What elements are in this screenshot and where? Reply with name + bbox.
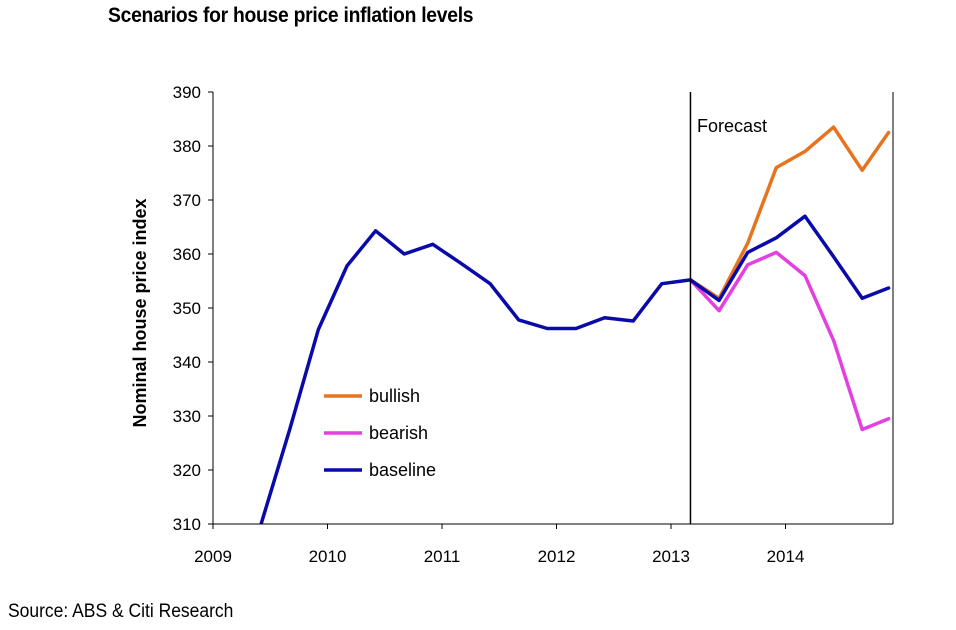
x-tick-label: 2011 (424, 547, 461, 566)
series-baseline-line (259, 214, 891, 524)
y-tick-label: 320 (173, 461, 201, 480)
y-tick-label: 370 (173, 191, 201, 210)
series-bullish-line (688, 125, 891, 301)
x-tick-label: 2010 (309, 547, 347, 566)
x-tick-label: 2014 (767, 547, 805, 566)
y-tick-label: 350 (173, 299, 201, 318)
y-tick-label: 390 (173, 83, 201, 102)
series-bearish-line (688, 250, 891, 432)
forecast-annotation: Forecast (697, 116, 767, 136)
axes: 310 320 330 340 350 360 370 380 390 2009 2010 2011 2… (173, 83, 894, 566)
legend-label-bullish: bullish (369, 386, 420, 406)
y-axis-label: Nominal house price index (130, 198, 150, 427)
y-tick-label: 330 (173, 407, 201, 426)
y-tick-label: 340 (173, 353, 201, 372)
x-tick-label: 2013 (652, 547, 690, 566)
chart-title: Scenarios for house price inflation leve… (108, 4, 474, 27)
x-tick-label: 2012 (538, 547, 576, 566)
y-tick-label: 360 (173, 245, 201, 264)
x-tick-label: 2009 (194, 547, 232, 566)
legend-label-baseline: baseline (369, 460, 436, 480)
series-layer (259, 125, 891, 524)
chart-source: Source: ABS & Citi Research (8, 601, 234, 622)
legend-label-bearish: bearish (369, 423, 428, 443)
y-tick-label: 380 (173, 137, 201, 156)
y-tick-label: 310 (173, 515, 201, 534)
legend: bullish bearish baseline (324, 386, 436, 480)
